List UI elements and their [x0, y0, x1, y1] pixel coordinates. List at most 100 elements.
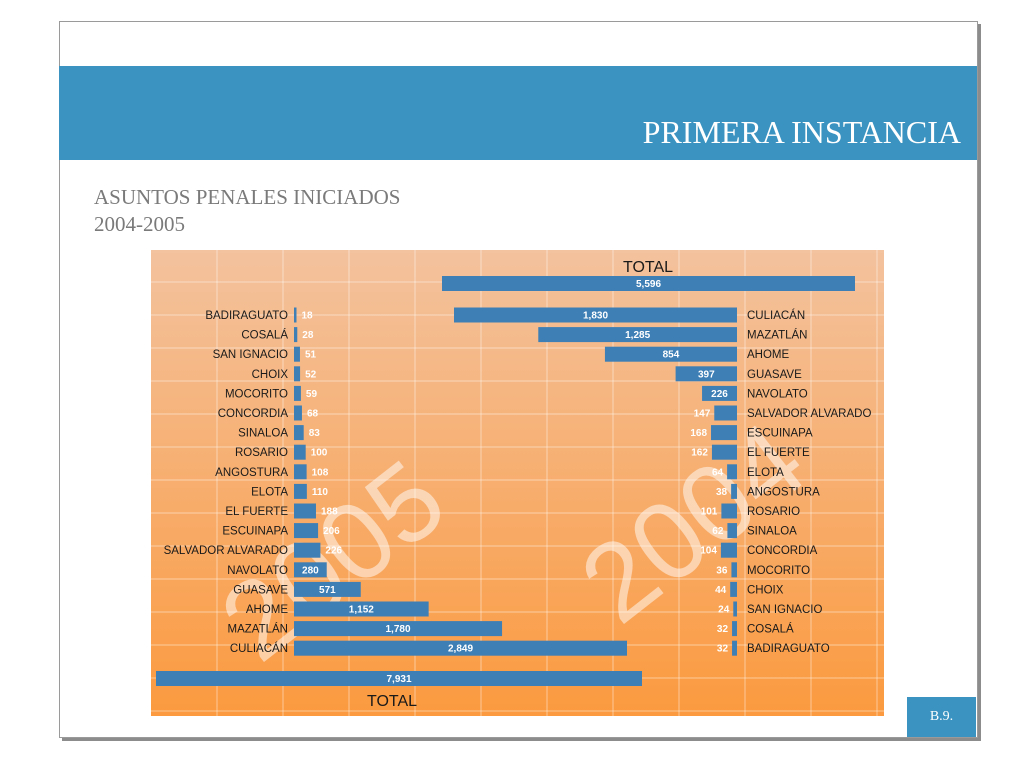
- data-label-2004: 226: [711, 389, 728, 400]
- data-label-2004: 854: [663, 350, 680, 361]
- category-label-2004: AHOME: [747, 349, 790, 361]
- bar-2005: [294, 327, 298, 343]
- slide-number-badge: B.9.: [907, 697, 976, 737]
- category-label-2005: CONCORDIA: [218, 408, 289, 420]
- category-label-2005: AHOME: [246, 604, 289, 616]
- category-label-2005: CHOIX: [252, 369, 289, 381]
- data-label-2004: 147: [694, 409, 711, 420]
- bar-2005: [294, 444, 306, 460]
- bar-2004: [732, 640, 737, 656]
- data-label-2005: 108: [312, 467, 329, 478]
- data-label-2005: 571: [319, 585, 336, 596]
- category-label-2005: ESCUINAPA: [222, 526, 288, 538]
- bar-2005: [294, 562, 327, 578]
- category-label-2004: MOCORITO: [747, 565, 810, 577]
- data-label-2004: 36: [716, 565, 728, 576]
- data-label-2004: 32: [717, 624, 729, 635]
- bar-2004: [731, 562, 737, 578]
- bar-2005: [294, 307, 297, 323]
- category-label-2004: SALVADOR ALVARADO: [747, 408, 871, 420]
- bar-2004: [727, 523, 737, 539]
- bar-2005: [294, 405, 302, 421]
- chart-subtitle: ASUNTOS PENALES INICIADOS 2004-2005: [94, 184, 400, 238]
- data-label-2004: 1,285: [625, 330, 650, 341]
- bar-2004: [454, 307, 737, 323]
- category-label-2004: ELOTA: [747, 467, 784, 479]
- data-label-total-2004: 5,596: [636, 279, 661, 290]
- category-label-2005: SALVADOR ALVARADO: [164, 545, 288, 557]
- category-label-2005: MAZATLÁN: [228, 623, 289, 636]
- data-label-2005: 280: [302, 565, 319, 576]
- data-label-2005: 1,780: [386, 624, 411, 635]
- category-label-2005: GUASAVE: [233, 584, 288, 596]
- bar-2005: [294, 640, 627, 656]
- bar-2004: [675, 366, 737, 382]
- category-label-2004: ROSARIO: [747, 506, 800, 518]
- bar-2004: [721, 503, 737, 519]
- data-label-2004: 44: [715, 585, 727, 596]
- bar-2004: [733, 601, 737, 617]
- data-label-2005: 59: [306, 389, 318, 400]
- bar-2004: [730, 581, 737, 597]
- bar-2005: [294, 464, 307, 480]
- data-label-2005: 52: [305, 369, 317, 380]
- bar-2004: [727, 464, 737, 480]
- data-label-2004: 32: [717, 644, 729, 655]
- bar-2005: [294, 385, 301, 401]
- category-label-2004: MAZATLÁN: [747, 329, 808, 342]
- category-label-2004: EL FUERTE: [747, 447, 810, 459]
- bar-2004: [711, 425, 737, 441]
- category-label-2004: SAN IGNACIO: [747, 604, 822, 616]
- plot-background: [151, 250, 884, 716]
- bar-2004: [714, 405, 737, 421]
- category-label-2005: SAN IGNACIO: [213, 349, 288, 361]
- data-label-2005: 188: [321, 507, 338, 518]
- data-label-2005: 100: [311, 448, 328, 459]
- category-label-2004: SINALOA: [747, 526, 797, 538]
- bar-2005: [294, 621, 503, 637]
- category-label-2004: COSALÁ: [747, 623, 794, 636]
- bar-2004: [731, 483, 737, 499]
- bar-2005: [294, 483, 307, 499]
- category-label-2005: ROSARIO: [235, 447, 288, 459]
- bar-2005: [294, 601, 429, 617]
- category-label-2005: EL FUERTE: [225, 506, 288, 518]
- bar-2004: [604, 346, 737, 362]
- data-label-2004: 104: [700, 546, 717, 557]
- data-label-2005: 110: [312, 487, 329, 498]
- data-label-2005: 51: [305, 350, 317, 361]
- bar-2004: [732, 621, 737, 637]
- category-label-2004: ANGOSTURA: [747, 486, 820, 498]
- category-label-2004: GUASAVE: [747, 369, 802, 381]
- data-label-2005: 83: [309, 428, 321, 439]
- data-label-2004: 64: [712, 467, 724, 478]
- bar-2004: [538, 327, 737, 343]
- category-label-2005: BADIRAGUATO: [205, 310, 288, 322]
- header-banner: PRIMERA INSTANCIA: [59, 66, 977, 160]
- bar-total-2004: [442, 276, 855, 291]
- bar-2004: [720, 542, 737, 558]
- bar-2005: [294, 503, 316, 519]
- bar-2005: [294, 581, 361, 597]
- subtitle-line-1: ASUNTOS PENALES INICIADOS: [94, 185, 401, 209]
- category-label-2005: MOCORITO: [225, 388, 288, 400]
- data-label-2005: 68: [307, 409, 319, 420]
- data-label-2005: 28: [302, 330, 314, 341]
- data-label-2005: 18: [302, 311, 314, 322]
- category-label-2004: ESCUINAPA: [747, 428, 813, 440]
- data-label-2004: 62: [712, 526, 724, 537]
- category-label-2004: BADIRAGUATO: [747, 643, 830, 655]
- category-label-2004: CHOIX: [747, 584, 784, 596]
- data-label-2005: 2,849: [448, 644, 473, 655]
- category-label-2005: ANGOSTURA: [215, 467, 288, 479]
- subtitle-line-2: 2004-2005: [94, 212, 185, 236]
- page-title: PRIMERA INSTANCIA: [642, 114, 961, 150]
- category-label-2005: ELOTA: [251, 486, 288, 498]
- data-label-2005: 1,152: [349, 605, 374, 616]
- data-label-2004: 1,830: [583, 311, 608, 322]
- data-label-2005: 206: [323, 526, 340, 537]
- data-label-2004: 162: [691, 448, 708, 459]
- data-label-2004: 168: [690, 428, 707, 439]
- data-label-2004: 38: [716, 487, 728, 498]
